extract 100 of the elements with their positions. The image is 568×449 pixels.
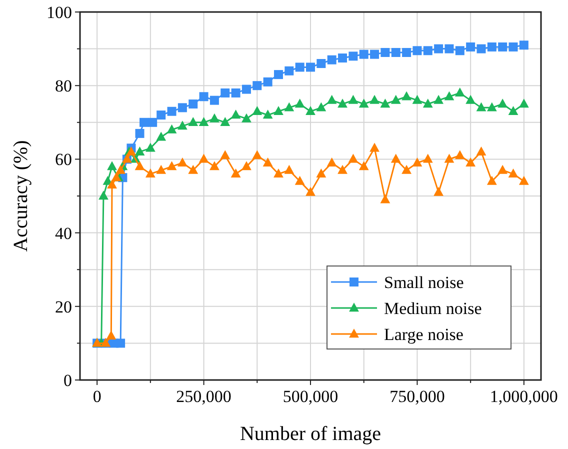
point [252,81,262,90]
point [188,164,198,174]
point [177,157,188,166]
y-tick-label: 20 [55,297,72,316]
point [498,42,508,52]
point [454,150,465,160]
point [134,161,145,170]
point [519,40,528,50]
point [434,44,444,54]
point [295,62,304,72]
x-tick-label: 0 [92,387,102,406]
point [380,194,390,204]
point [210,161,220,170]
point [231,88,240,98]
point [434,94,444,104]
point [294,98,305,108]
point [242,113,252,122]
point [274,106,284,115]
point [434,186,444,196]
y-tick-label: 100 [46,3,72,22]
point [220,88,230,98]
y-tick-label: 60 [55,150,72,170]
point [274,70,283,80]
point [422,154,433,163]
point [262,110,273,119]
x-tick-label: 500,000 [282,387,338,406]
point [338,54,348,62]
point [188,117,198,126]
point [177,120,188,130]
point [230,168,241,178]
point [444,91,454,100]
point [262,157,273,166]
point [306,62,315,72]
point [348,94,358,104]
point [454,88,465,97]
point [107,180,117,189]
point [252,150,262,160]
x-tick-label: 1,000,000 [490,387,558,406]
point [326,157,337,166]
point [135,128,144,138]
point [466,42,476,52]
point [106,330,116,340]
point [167,106,176,116]
point [284,164,294,174]
point [148,118,158,127]
point [508,42,518,52]
point [140,118,149,127]
point [518,176,529,185]
point [338,164,348,174]
point [412,157,422,166]
point [486,102,497,112]
point [390,94,401,104]
point [370,94,380,104]
point [242,161,252,170]
point [358,98,369,108]
point [466,94,476,104]
point [156,164,166,174]
point [210,96,219,105]
point [188,100,198,108]
point [402,48,412,57]
legend-label: Medium noise [384,299,482,318]
point [156,110,166,120]
point [487,42,496,52]
point [412,46,422,56]
point [198,117,209,126]
point [370,142,380,152]
point [107,161,117,170]
x-tick-label: 750,000 [390,387,445,406]
point [198,154,209,163]
point [455,46,464,56]
point [156,132,166,141]
point [422,98,433,108]
point [423,46,432,56]
point [358,161,369,170]
point [476,102,486,112]
point [263,77,272,86]
legend-label: Small noise [384,273,464,292]
point [380,98,390,108]
point [98,190,108,200]
point [166,161,177,170]
x-axis-title: Number of image [240,423,382,445]
point [178,103,187,112]
point [391,48,400,57]
point [274,168,284,178]
point [294,176,305,185]
point [508,106,518,115]
point [284,102,294,112]
point [444,44,454,54]
point [116,164,126,174]
point [402,164,412,174]
point [220,150,230,160]
y-tick-label: 40 [55,224,72,243]
point [498,164,508,174]
point [466,157,476,166]
point [380,48,390,57]
point [359,50,368,59]
point [316,168,326,178]
point [145,168,156,178]
y-tick-label: 80 [55,76,72,96]
point [412,94,422,104]
